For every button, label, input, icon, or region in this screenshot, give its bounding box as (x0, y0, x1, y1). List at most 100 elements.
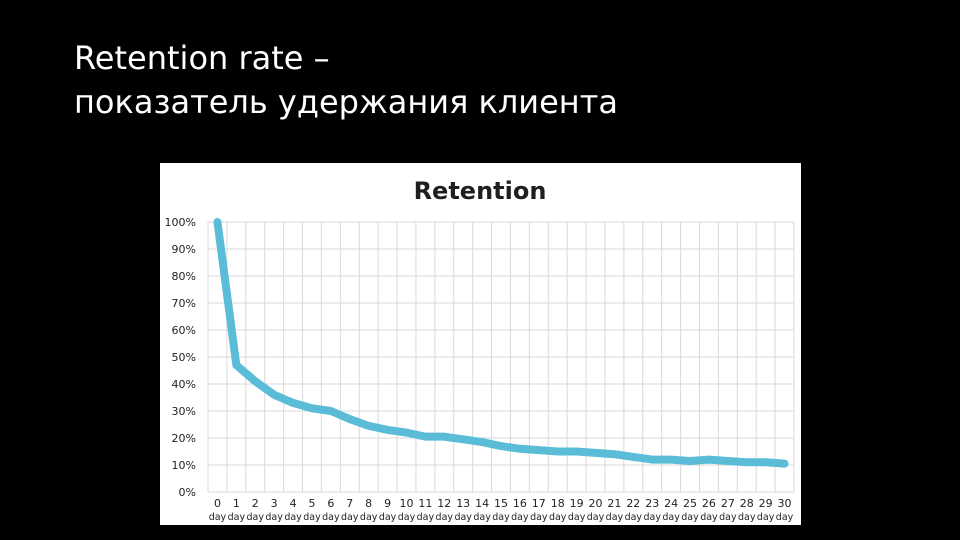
data-point (387, 429, 389, 431)
x-tick-label: 4 (290, 497, 297, 510)
x-tick-unit: day (643, 512, 661, 523)
x-tick-unit: day (247, 512, 265, 523)
data-point (670, 459, 672, 461)
data-point (765, 461, 767, 463)
x-tick-label: 17 (532, 497, 546, 510)
x-tick-unit: day (700, 512, 718, 523)
slide-title-line-1: Retention rate – (74, 39, 330, 77)
data-point (368, 425, 370, 427)
x-tick-unit: day (568, 512, 586, 523)
x-tick-label: 12 (437, 497, 451, 510)
x-tick-label: 2 (252, 497, 259, 510)
data-point (405, 432, 407, 434)
x-tick-label: 5 (308, 497, 315, 510)
data-point (576, 451, 578, 452)
data-point (254, 380, 256, 382)
y-tick-label: 80% (172, 270, 196, 283)
x-tick-unit: day (625, 512, 643, 523)
x-tick-unit: day (549, 512, 567, 523)
data-point (292, 402, 294, 404)
x-tick-unit: day (492, 512, 510, 523)
data-point (595, 452, 597, 454)
x-tick-unit: day (681, 512, 699, 523)
x-tick-label: 1 (233, 497, 240, 510)
x-tick-label: 29 (759, 497, 773, 510)
x-tick-unit: day (606, 512, 624, 523)
data-point (727, 460, 729, 462)
x-tick-label: 10 (399, 497, 413, 510)
x-tick-label: 8 (365, 497, 372, 510)
x-tick-label: 23 (645, 497, 659, 510)
x-tick-unit: day (738, 512, 756, 523)
data-point (235, 364, 237, 366)
slide-title: Retention rate – показатель удержания кл… (74, 36, 894, 124)
data-point (538, 449, 540, 451)
y-tick-label: 60% (172, 324, 196, 337)
x-tick-unit: day (511, 512, 529, 523)
data-point (443, 436, 445, 438)
x-tick-label: 7 (346, 497, 353, 510)
x-tick-unit: day (662, 512, 680, 523)
x-tick-label: 20 (589, 497, 603, 510)
data-point (651, 459, 653, 461)
chart-title: Retention (414, 177, 547, 205)
x-tick-label: 26 (702, 497, 716, 510)
x-tick-label: 9 (384, 497, 391, 510)
x-tick-unit: day (398, 512, 416, 523)
y-tick-label: 50% (172, 351, 196, 364)
x-tick-unit: day (719, 512, 737, 523)
retention-chart: Retention 0% 10% 20% 30% 40% 50% 60% 70% 80% 90% 1… (160, 163, 801, 525)
y-tick-label: 40% (172, 378, 196, 391)
x-tick-label: 21 (607, 497, 621, 510)
retention-chart-svg: Retention 0% 10% 20% 30% 40% 50% 60% 70% 80% 90% 1… (165, 177, 795, 523)
x-tick-unit: day (341, 512, 359, 523)
x-tick-label: 6 (327, 497, 334, 510)
x-tick-label: 30 (778, 497, 792, 510)
x-tick-label: 14 (475, 497, 489, 510)
data-point (311, 407, 313, 409)
x-tick-unit: day (265, 512, 283, 523)
x-tick-unit: day (454, 512, 472, 523)
x-tick-unit: day (228, 512, 246, 523)
data-point (613, 453, 615, 455)
x-tick-unit: day (417, 512, 435, 523)
x-tick-label: 24 (664, 497, 678, 510)
x-axis-ticks: 0 day 1 day 2 day 3 day 4 day 5 day 6 day 7 day 8 day 9 day… (209, 497, 794, 523)
x-tick-label: 27 (721, 497, 735, 510)
x-tick-label: 11 (418, 497, 432, 510)
y-axis-ticks: 0% 10% 20% 30% 40% 50% 60% 70% 80% 90% 100% (165, 216, 196, 499)
y-tick-label: 20% (172, 432, 196, 445)
x-tick-unit: day (587, 512, 605, 523)
data-point (349, 418, 351, 420)
data-point (424, 436, 426, 438)
x-tick-unit: day (757, 512, 775, 523)
x-tick-label: 28 (740, 497, 754, 510)
data-point (500, 445, 502, 447)
x-tick-label: 15 (494, 497, 508, 510)
x-tick-label: 13 (456, 497, 470, 510)
x-tick-label: 16 (513, 497, 527, 510)
x-tick-unit: day (284, 512, 302, 523)
x-tick-label: 19 (570, 497, 584, 510)
x-tick-unit: day (303, 512, 321, 523)
x-tick-unit: day (360, 512, 378, 523)
data-point (216, 221, 218, 223)
data-point (481, 441, 483, 443)
data-point (273, 394, 275, 396)
data-point (746, 461, 748, 463)
x-tick-label: 25 (683, 497, 697, 510)
data-point (462, 438, 464, 440)
x-tick-unit: day (322, 512, 340, 523)
data-point (330, 410, 332, 412)
y-tick-label: 30% (172, 405, 196, 418)
y-tick-label: 100% (165, 216, 196, 229)
x-tick-label: 3 (271, 497, 278, 510)
data-point (689, 460, 691, 462)
x-tick-unit: day (473, 512, 491, 523)
slide-title-line-2: показатель удержания клиента (74, 83, 618, 121)
y-tick-label: 70% (172, 297, 196, 310)
x-tick-unit: day (530, 512, 548, 523)
y-tick-label: 0% (179, 486, 196, 499)
x-tick-label: 22 (626, 497, 640, 510)
data-point (519, 448, 521, 450)
